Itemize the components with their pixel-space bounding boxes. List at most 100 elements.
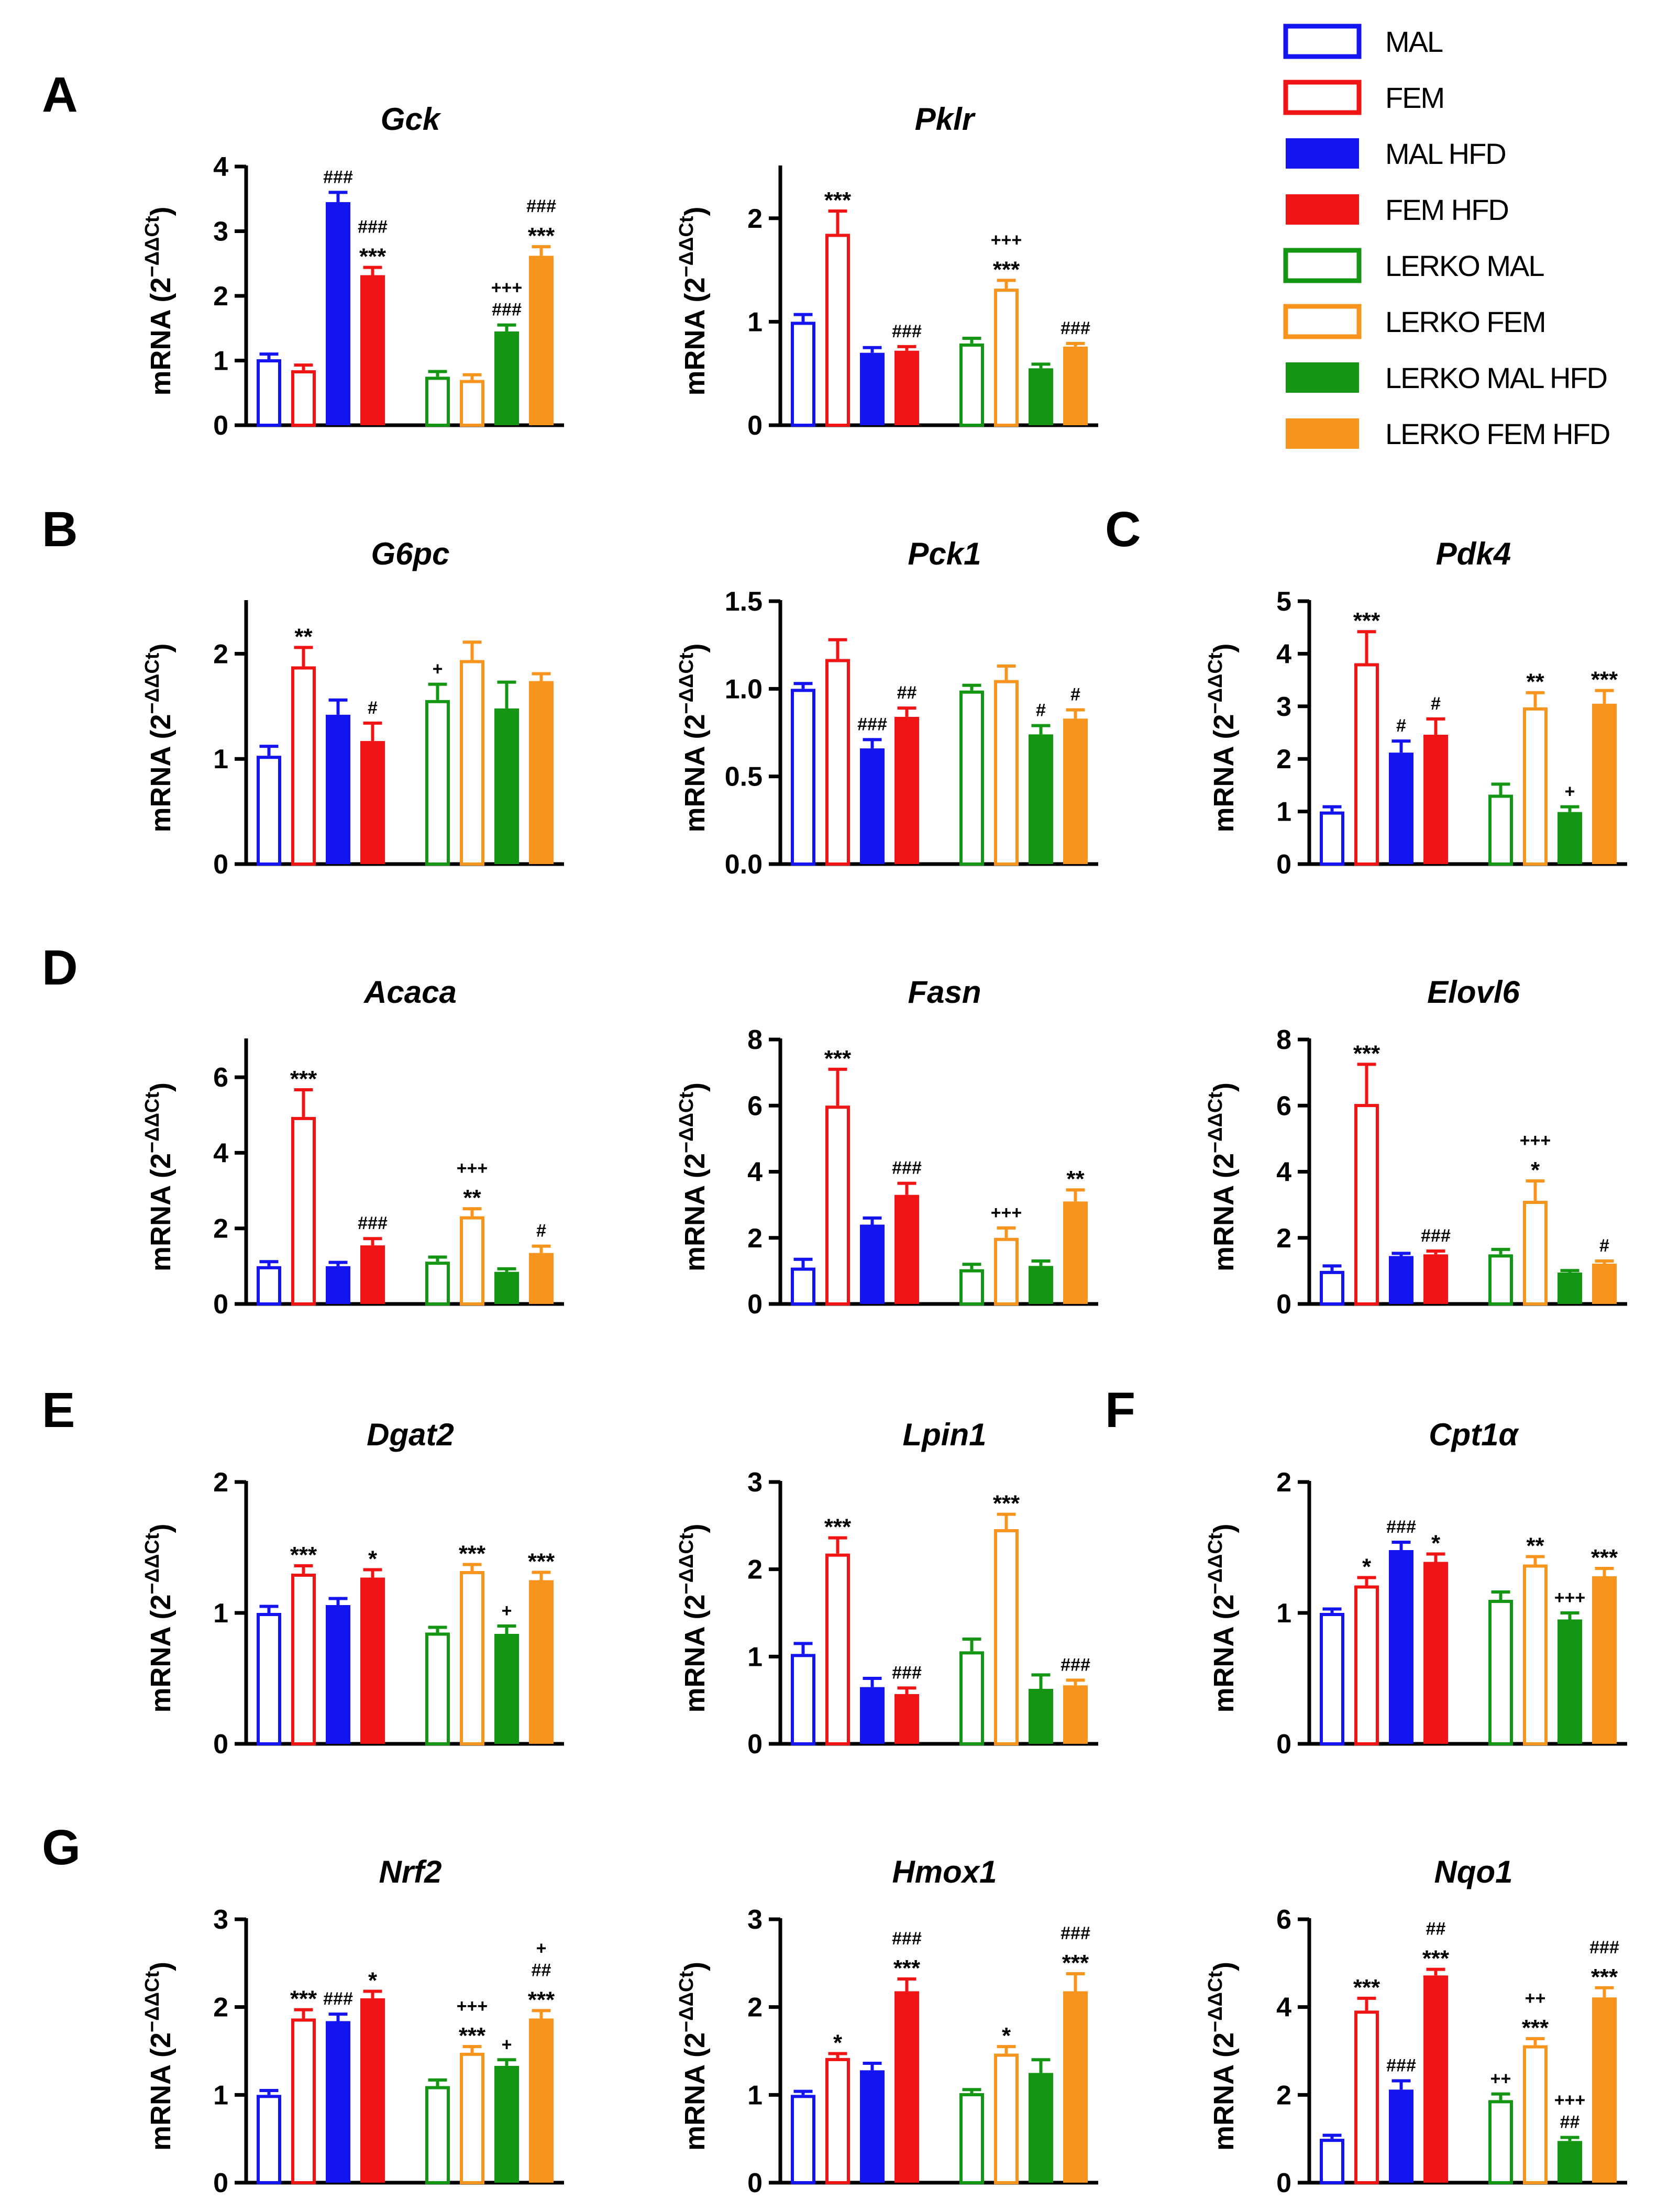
bar bbox=[959, 1269, 984, 1306]
y-tick-label: 0 bbox=[1276, 1729, 1291, 1760]
y-tick-label: 1 bbox=[213, 2080, 228, 2110]
legend-label: LERKO FEM HFD bbox=[1385, 417, 1609, 450]
chart-title: Elovl6 bbox=[1427, 975, 1520, 1010]
bar bbox=[860, 748, 885, 864]
y-label-close: ) bbox=[145, 1962, 176, 1971]
bar bbox=[1592, 1997, 1617, 2183]
bar bbox=[291, 1574, 316, 1745]
y-label-close: ) bbox=[145, 207, 176, 216]
bar bbox=[425, 2086, 450, 2184]
y-tick-label: 4 bbox=[213, 152, 228, 182]
significance-label: *** bbox=[1522, 2015, 1549, 2041]
bar bbox=[425, 377, 450, 427]
legend-swatch bbox=[1286, 194, 1359, 225]
significance-label: # bbox=[1431, 694, 1441, 714]
bar bbox=[1423, 1562, 1448, 1744]
chart-title: Fasn bbox=[908, 975, 981, 1010]
legend-swatch bbox=[1286, 362, 1359, 393]
bar bbox=[1029, 1266, 1053, 1304]
y-tick-label: 3 bbox=[213, 1905, 228, 1935]
bar bbox=[494, 1634, 519, 1744]
significance-label: # bbox=[1036, 701, 1046, 721]
y-tick-label: 0.5 bbox=[725, 762, 763, 792]
significance-label: ### bbox=[857, 714, 887, 734]
y-tick-label: 2 bbox=[747, 1993, 763, 2023]
significance-label: * bbox=[1531, 1157, 1540, 1183]
legend-label: LERKO MAL HFD bbox=[1385, 361, 1607, 394]
y-tick-label: 1 bbox=[1276, 1598, 1291, 1629]
bar bbox=[860, 352, 885, 425]
legend-swatch bbox=[1283, 24, 1362, 59]
chart-nqo1: Nqo1 0 2 4 6 mRNA (2−ΔΔCt) *** ### *** ## ++ *** ++ #… bbox=[1205, 1854, 1627, 2198]
y-axis-label: mRNA (2−ΔΔCt) bbox=[1205, 644, 1240, 833]
bar bbox=[360, 741, 385, 864]
y-label-base: mRNA (2 bbox=[679, 2032, 711, 2151]
legend-item: LERKO MAL HFD bbox=[1286, 361, 1608, 394]
y-label-base: mRNA (2 bbox=[145, 1594, 176, 1712]
bar bbox=[825, 1105, 850, 1306]
bar bbox=[959, 1651, 984, 1745]
bar bbox=[1320, 1270, 1344, 1306]
bar bbox=[1558, 1619, 1582, 1744]
significance-label: *** bbox=[459, 1541, 486, 1567]
bar bbox=[994, 1529, 1019, 1745]
legend-item: FEM bbox=[1283, 80, 1445, 115]
y-tick-label: 3 bbox=[747, 1905, 763, 1935]
bar bbox=[994, 1237, 1019, 1306]
chart-title: G6pc bbox=[371, 536, 449, 571]
bar bbox=[257, 1266, 281, 1306]
significance-label: ### bbox=[358, 1213, 388, 1233]
legend-swatch bbox=[1283, 304, 1362, 339]
y-tick-label: 2 bbox=[213, 1467, 228, 1498]
legend-label: LERKO FEM bbox=[1385, 305, 1545, 338]
bar bbox=[529, 2018, 554, 2183]
y-tick-label: 1 bbox=[213, 346, 228, 377]
significance-label: *** bbox=[290, 1542, 317, 1568]
chart-elovl6: Elovl6 0 2 4 6 8 mRNA (2−ΔΔCt) *** ### * +++ # bbox=[1205, 975, 1627, 1320]
bar bbox=[291, 2018, 316, 2185]
significance-label: ## bbox=[1560, 2113, 1580, 2132]
bar bbox=[894, 716, 919, 864]
significance-label: *** bbox=[1591, 1964, 1618, 1990]
significance-label: *** bbox=[359, 244, 386, 270]
bar bbox=[1558, 1273, 1582, 1304]
y-tick-label: 2 bbox=[213, 281, 228, 312]
y-axis-label: mRNA (2−ΔΔCt) bbox=[676, 1962, 711, 2151]
significance-label: *** bbox=[459, 2023, 486, 2049]
chart-title: Dgat2 bbox=[367, 1417, 454, 1452]
y-label-base: mRNA (2 bbox=[1208, 1153, 1240, 1271]
chart-title: Pdk4 bbox=[1436, 536, 1511, 571]
significance-label: *** bbox=[824, 1046, 852, 1071]
significance-label: * bbox=[1431, 1531, 1441, 1556]
bar bbox=[1592, 1576, 1617, 1744]
y-axis-label: mRNA (2−ΔΔCt) bbox=[141, 1962, 176, 2151]
bar bbox=[425, 1262, 450, 1306]
y-label-base: mRNA (2 bbox=[145, 277, 176, 395]
y-label-superscript: −ΔΔCt bbox=[676, 652, 698, 714]
bar bbox=[460, 1571, 484, 1745]
significance-label: *** bbox=[1062, 1950, 1089, 1976]
chart-acaca: D Acaca 0 2 4 6 mRNA (2−ΔΔCt) *** ### ** +++ # bbox=[42, 940, 564, 1320]
legend-swatch bbox=[1286, 418, 1359, 449]
y-tick-label: 4 bbox=[213, 1138, 228, 1168]
y-label-superscript: −ΔΔCt bbox=[676, 1971, 698, 2032]
y-axis-label: mRNA (2−ΔΔCt) bbox=[676, 1082, 711, 1271]
bar bbox=[529, 256, 554, 425]
significance-label: +++ bbox=[1520, 1131, 1551, 1151]
significance-label: *** bbox=[824, 1514, 852, 1540]
significance-label: *** bbox=[893, 1955, 921, 1981]
bar bbox=[1354, 2010, 1379, 2184]
significance-label: ### bbox=[323, 167, 353, 187]
bar bbox=[1488, 1254, 1513, 1306]
y-label-close: ) bbox=[679, 1962, 711, 1971]
legend-label: FEM bbox=[1385, 81, 1444, 114]
y-tick-label: 1 bbox=[747, 1642, 763, 1672]
bar bbox=[894, 1195, 919, 1304]
y-tick-label: 0 bbox=[213, 1289, 228, 1320]
bar bbox=[1488, 2100, 1513, 2184]
chart-pdk4: C Pdk4 0 1 2 3 4 5 mRNA (2−ΔΔCt) *** # # ** + *** bbox=[1105, 502, 1627, 880]
significance-label: ### bbox=[492, 300, 522, 320]
panel-letter: E bbox=[42, 1382, 75, 1438]
y-tick-label: 2 bbox=[1276, 744, 1291, 775]
